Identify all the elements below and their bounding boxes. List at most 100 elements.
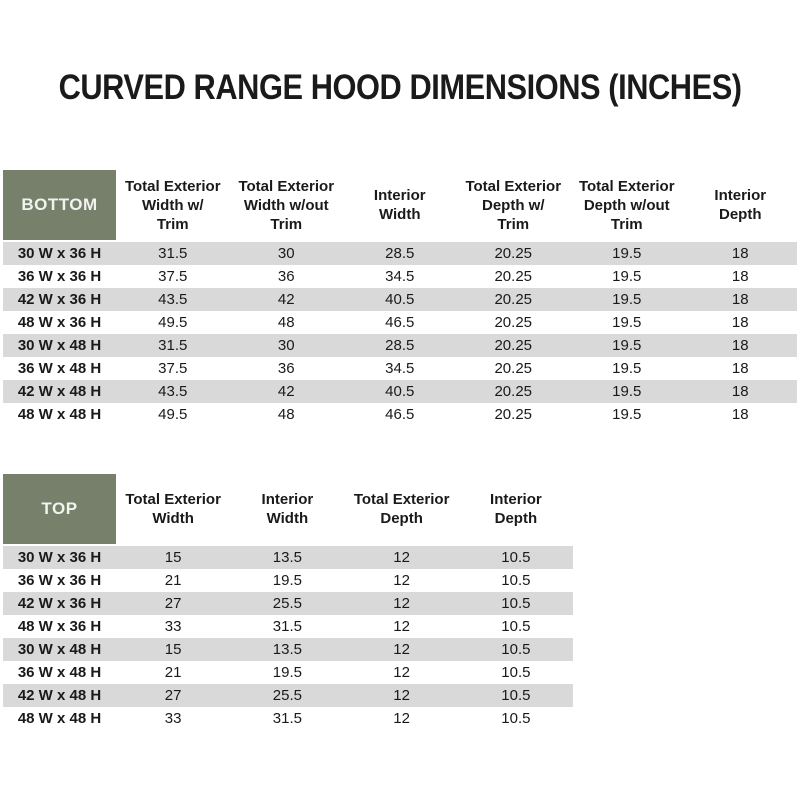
row-label: 30 W x 36 H	[17, 245, 102, 262]
data-cell: 20.25	[494, 245, 533, 262]
data-cell: 13.5	[272, 549, 302, 566]
data-cell: 10.5	[501, 641, 531, 658]
row-label: 36 W x 36 H	[17, 268, 102, 285]
data-cell: 21	[164, 572, 182, 589]
data-cell: 20.25	[494, 268, 533, 285]
column-header: Total Exterior Depth	[353, 491, 450, 527]
table-row: 36 W x 48 H 21 19.5 12 10.5	[3, 661, 573, 684]
data-cell: 12	[393, 618, 410, 635]
row-label: 30 W x 48 H	[17, 337, 102, 354]
table-row: 42 W x 36 H 27 25.5 12 10.5	[3, 592, 573, 615]
data-cell: 25.5	[272, 687, 302, 704]
data-cell: 37.5	[158, 268, 188, 285]
table-row: 42 W x 36 H 43.5 42 40.5 20.25 19.5 18	[3, 288, 797, 311]
data-cell: 40.5	[385, 291, 415, 308]
data-cell: 40.5	[385, 383, 415, 400]
data-cell: 10.5	[501, 710, 531, 727]
data-cell: 15	[164, 549, 182, 566]
top-dimensions-table: TOP Total Exterior Width Interior Width Tot…	[3, 474, 573, 730]
data-cell: 18	[731, 406, 749, 423]
data-cell: 19.5	[612, 383, 642, 400]
table-row: 30 W x 36 H 31.5 30 28.5 20.25 19.5 18	[3, 242, 797, 265]
data-cell: 12	[393, 572, 410, 589]
data-cell: 12	[393, 664, 410, 681]
row-label: 30 W x 36 H	[17, 549, 102, 566]
row-label: 48 W x 36 H	[17, 618, 102, 635]
table-header-row: BOTTOM Total Exterior Width w/ Trim Total …	[3, 170, 797, 240]
data-cell: 12	[393, 549, 410, 566]
data-cell: 46.5	[385, 406, 415, 423]
column-header: Total Exterior Width w/ Trim	[124, 177, 221, 233]
row-label: 36 W x 48 H	[17, 664, 102, 681]
table-row: 36 W x 36 H 37.5 36 34.5 20.25 19.5 18	[3, 265, 797, 288]
table-row: 30 W x 36 H 15 13.5 12 10.5	[3, 546, 573, 569]
data-cell: 34.5	[385, 268, 415, 285]
bottom-dimensions-table: BOTTOM Total Exterior Width w/ Trim Total …	[3, 170, 797, 426]
row-label: 42 W x 48 H	[17, 687, 102, 704]
data-cell: 42	[277, 383, 295, 400]
data-cell: 36	[277, 360, 295, 377]
data-cell: 48	[277, 314, 295, 331]
data-cell: 43.5	[158, 383, 188, 400]
data-cell: 19.5	[612, 337, 642, 354]
data-cell: 42	[277, 291, 295, 308]
data-cell: 37.5	[158, 360, 188, 377]
column-header: Interior Width	[261, 491, 314, 527]
row-label: 48 W x 36 H	[17, 314, 102, 331]
row-label: 36 W x 36 H	[17, 572, 102, 589]
table-row: 30 W x 48 H 31.5 30 28.5 20.25 19.5 18	[3, 334, 797, 357]
column-header: Interior Depth	[714, 187, 767, 223]
data-cell: 20.25	[494, 360, 533, 377]
row-label: 30 W x 48 H	[17, 641, 102, 658]
table-corner-label: TOP	[3, 474, 116, 544]
row-label: 42 W x 48 H	[17, 383, 102, 400]
data-cell: 33	[164, 710, 182, 727]
data-cell: 36	[277, 268, 295, 285]
data-cell: 15	[164, 641, 182, 658]
column-header: Total Exterior Width w/out Trim	[238, 177, 335, 233]
column-header: Total Exterior Depth w/ Trim	[465, 177, 562, 233]
data-cell: 19.5	[612, 268, 642, 285]
data-cell: 10.5	[501, 664, 531, 681]
data-cell: 21	[164, 664, 182, 681]
row-label: 48 W x 48 H	[17, 710, 102, 727]
data-cell: 19.5	[272, 664, 302, 681]
data-cell: 19.5	[612, 245, 642, 262]
page-title-text: CURVED RANGE HOOD DIMENSIONS (INCHES)	[58, 68, 742, 107]
row-label: 48 W x 48 H	[17, 406, 102, 423]
page-title: CURVED RANGE HOOD DIMENSIONS (INCHES)	[0, 68, 800, 108]
data-cell: 20.25	[494, 314, 533, 331]
table-row: 48 W x 36 H 33 31.5 12 10.5	[3, 615, 573, 638]
data-cell: 18	[731, 314, 749, 331]
data-cell: 27	[164, 595, 182, 612]
data-cell: 30	[277, 337, 295, 354]
data-cell: 10.5	[501, 687, 531, 704]
row-label: 42 W x 36 H	[17, 595, 102, 612]
data-cell: 31.5	[158, 337, 188, 354]
data-cell: 19.5	[612, 406, 642, 423]
data-cell: 43.5	[158, 291, 188, 308]
data-cell: 10.5	[501, 595, 531, 612]
data-cell: 28.5	[385, 337, 415, 354]
column-header: Total Exterior Depth w/out Trim	[578, 177, 675, 233]
data-cell: 31.5	[158, 245, 188, 262]
data-cell: 12	[393, 641, 410, 658]
column-header: Interior Depth	[490, 491, 542, 527]
data-cell: 19.5	[612, 360, 642, 377]
data-cell: 31.5	[272, 618, 302, 635]
data-cell: 18	[731, 291, 749, 308]
data-cell: 10.5	[501, 618, 531, 635]
data-cell: 18	[731, 245, 749, 262]
table-row: 48 W x 48 H 49.5 48 46.5 20.25 19.5 18	[3, 403, 797, 426]
table-row: 48 W x 36 H 49.5 48 46.5 20.25 19.5 18	[3, 311, 797, 334]
data-cell: 25.5	[272, 595, 302, 612]
table-row: 48 W x 48 H 33 31.5 12 10.5	[3, 707, 573, 730]
table-header-row: TOP Total Exterior Width Interior Width Tot…	[3, 474, 573, 544]
data-cell: 27	[164, 687, 182, 704]
data-cell: 34.5	[385, 360, 415, 377]
data-cell: 12	[393, 687, 410, 704]
row-label: 36 W x 48 H	[17, 360, 102, 377]
table-corner-label: BOTTOM	[3, 170, 116, 240]
data-cell: 18	[731, 337, 749, 354]
table-row: 42 W x 48 H 27 25.5 12 10.5	[3, 684, 573, 707]
